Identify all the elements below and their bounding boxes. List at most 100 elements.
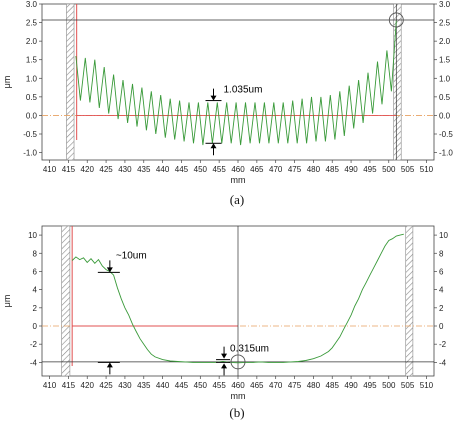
x-axis-label: mm — [231, 175, 246, 185]
x-tick-label: 455 — [212, 165, 226, 174]
x-tick-label: 450 — [194, 165, 208, 174]
y-tick-label: 2.5 — [26, 19, 38, 28]
y-tick-label-right: 10 — [439, 231, 448, 240]
x-tick-label: 485 — [326, 165, 340, 174]
y-tick-label-right: -2 — [439, 340, 447, 349]
x-tick-label: 490 — [344, 165, 358, 174]
y-tick-label: 0.5 — [26, 93, 38, 102]
x-tick-label: 510 — [420, 381, 434, 390]
y-tick-label-right: 6 — [439, 267, 444, 276]
x-tick-label: 430 — [118, 381, 132, 390]
y-tick-label: 0 — [33, 322, 38, 331]
caption-a: (a) — [229, 192, 245, 207]
x-axis-label: mm — [231, 391, 246, 401]
y-tick-label-right: 8 — [439, 249, 444, 258]
x-tick-label: 470 — [269, 381, 283, 390]
annotation-label-2: 0.315um — [230, 344, 269, 355]
x-tick-label: 410 — [43, 381, 57, 390]
y-tick-label: 1.0 — [26, 74, 38, 83]
x-tick-label: 420 — [81, 381, 95, 390]
series-line — [71, 233, 404, 364]
y-tick-label: -1.0 — [23, 149, 37, 158]
y-tick-label: -2 — [30, 340, 38, 349]
y-tick-label-right: -1.0 — [439, 149, 453, 158]
y-tick-label: 1.5 — [26, 56, 38, 65]
x-tick-label: 465 — [250, 381, 264, 390]
x-tick-label: 410 — [43, 165, 57, 174]
y-tick-label-right: 0.5 — [439, 93, 451, 102]
y-tick-label-right: 1.5 — [439, 56, 451, 65]
y-tick-label: 10 — [28, 231, 37, 240]
x-tick-label: 460 — [231, 165, 245, 174]
annotation-label: 1.035um — [224, 85, 263, 96]
arrow-down-head — [210, 95, 217, 101]
y-tick-label-right: 3.0 — [439, 0, 451, 9]
y-tick-label-right: 4 — [439, 286, 444, 295]
hatched-zone — [393, 3, 402, 161]
x-tick-label: 445 — [175, 381, 189, 390]
x-tick-label: 470 — [269, 165, 283, 174]
y-tick-label: 2 — [33, 304, 38, 313]
y-tick-label-right: 0 — [439, 322, 444, 331]
x-tick-label: 425 — [99, 165, 113, 174]
x-tick-label: 495 — [363, 381, 377, 390]
y-tick-label-right: 1.0 — [439, 74, 451, 83]
x-tick-label: 505 — [401, 381, 415, 390]
x-tick-label: 430 — [118, 165, 132, 174]
chart-b: -4 -4 -2 -2 0 0 2 2 4 4 6 6 8 8 10 10 410 415 420 425 430 435… — [2, 225, 448, 401]
cursor-marker — [388, 12, 404, 28]
x-tick-label: 505 — [401, 165, 415, 174]
x-tick-label: 465 — [250, 165, 264, 174]
x-tick-label: 415 — [62, 165, 76, 174]
caption-b: (b) — [229, 405, 245, 420]
x-tick-label: 415 — [62, 381, 76, 390]
hatched-zone — [61, 225, 71, 377]
x-tick-label: 475 — [288, 165, 302, 174]
y-axis-label: μm — [2, 295, 12, 308]
x-tick-label: 440 — [156, 381, 170, 390]
x-tick-label: 490 — [344, 381, 358, 390]
x-tick-label: 450 — [194, 381, 208, 390]
x-tick-label: 495 — [363, 165, 377, 174]
y-tick-label: 3.0 — [26, 0, 38, 9]
y-tick-label: 0.0 — [26, 111, 38, 120]
arrow-down-2-head — [221, 353, 228, 359]
y-tick-label-right: 2 — [439, 304, 444, 313]
y-tick-label: 6 — [33, 267, 38, 276]
annotation-label: ~10um — [116, 250, 147, 261]
y-tick-label: -4 — [30, 358, 38, 367]
hatched-zone — [66, 3, 75, 161]
arrow-up-head — [106, 362, 113, 368]
y-tick-label: 4 — [33, 286, 38, 295]
y-tick-label-right: 2.5 — [439, 19, 451, 28]
x-tick-label: 485 — [326, 381, 340, 390]
x-tick-label: 445 — [175, 165, 189, 174]
y-tick-label-right: -0.5 — [439, 130, 453, 139]
x-tick-label: 500 — [382, 381, 396, 390]
x-tick-label: 500 — [382, 165, 396, 174]
x-tick-label: 480 — [307, 381, 321, 390]
chart-a: -1.0 -1.0 -0.5 -0.5 0.0 0.0 0.5 0.5 1.0 1.0 1.5 1.5… — [2, 0, 453, 185]
y-tick-label-right: -4 — [439, 358, 447, 367]
cursor-marker — [230, 354, 246, 370]
y-tick-label: 8 — [33, 249, 38, 258]
x-tick-label: 510 — [420, 165, 434, 174]
series-line — [75, 20, 397, 146]
arrow-up-head — [210, 143, 217, 149]
x-tick-label: 475 — [288, 381, 302, 390]
x-tick-label: 435 — [137, 381, 151, 390]
y-tick-label: 2.0 — [26, 37, 38, 46]
x-tick-label: 420 — [81, 165, 95, 174]
y-tick-label-right: 2.0 — [439, 37, 451, 46]
y-tick-label: -0.5 — [23, 130, 37, 139]
y-tick-label-right: 0.0 — [439, 111, 451, 120]
x-tick-label: 425 — [99, 381, 113, 390]
x-tick-label: 460 — [231, 381, 245, 390]
x-tick-label: 440 — [156, 165, 170, 174]
y-axis-label: μm — [2, 76, 12, 89]
x-tick-label: 455 — [212, 381, 226, 390]
x-tick-label: 435 — [137, 165, 151, 174]
hatched-zone — [405, 225, 414, 377]
arrow-up-2-head — [221, 363, 228, 369]
x-tick-label: 480 — [307, 165, 321, 174]
